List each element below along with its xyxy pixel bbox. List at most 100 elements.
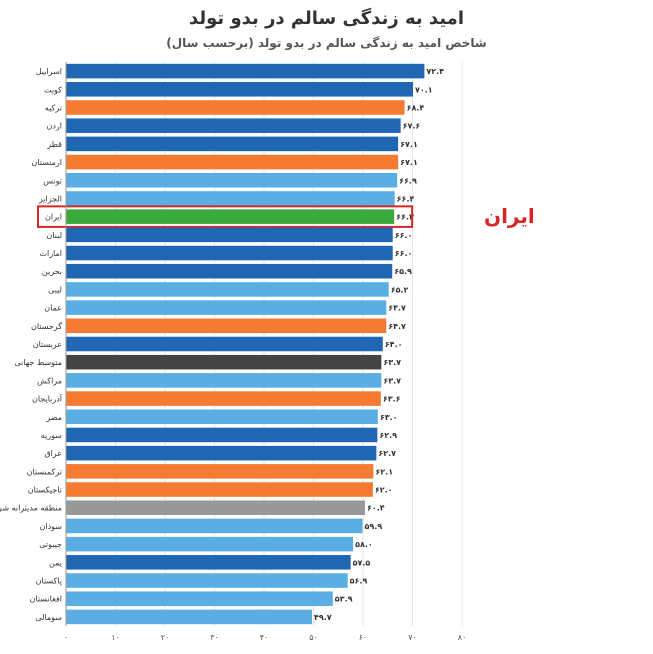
category-label-0: اسراییل bbox=[36, 67, 62, 76]
value-label-20: ۶۲.۹ bbox=[379, 431, 397, 440]
bar-17 bbox=[66, 373, 382, 388]
category-label-30: سومالی bbox=[35, 613, 62, 622]
value-label-17: ۶۳.۷ bbox=[383, 376, 401, 385]
bar-4 bbox=[66, 136, 399, 152]
bar-15 bbox=[66, 336, 383, 352]
value-label-15: ۶۴.۰ bbox=[385, 340, 403, 349]
category-label-2: ترکیه bbox=[45, 103, 62, 112]
bar-24 bbox=[66, 500, 365, 516]
category-label-8: ایران bbox=[45, 213, 62, 222]
value-label-28: ۵۶.۹ bbox=[350, 577, 368, 586]
category-label-22: ترکمنستان bbox=[27, 467, 62, 476]
bar-27 bbox=[66, 555, 351, 570]
value-label-12: ۶۵.۲ bbox=[391, 285, 409, 294]
value-label-4: ۶۷.۱ bbox=[400, 140, 418, 149]
value-label-24: ۶۰.۴ bbox=[367, 504, 385, 513]
bar-9 bbox=[66, 227, 393, 243]
value-label-29: ۵۳.۹ bbox=[335, 595, 353, 604]
x-tick-label-3: ۳۰ bbox=[210, 633, 219, 642]
value-label-18: ۶۳.۶ bbox=[383, 395, 401, 404]
x-tick-label-5: ۵۰ bbox=[309, 633, 318, 642]
bar-25 bbox=[66, 518, 363, 534]
x-tick-label-7: ۷۰ bbox=[408, 633, 417, 642]
category-label-23: تاجیکستان bbox=[28, 486, 62, 495]
iran-callout-label: ایران bbox=[484, 204, 535, 228]
category-label-26: جیبوتی bbox=[39, 540, 62, 549]
x-tick-label-2: ۲۰ bbox=[161, 633, 170, 642]
category-label-1: کویت bbox=[44, 85, 62, 94]
bar-23 bbox=[66, 482, 373, 497]
category-label-4: قطر bbox=[46, 140, 62, 149]
x-tick-label-0: ۰ bbox=[64, 633, 68, 642]
bar-12 bbox=[66, 282, 389, 297]
value-label-8: ۶۶.۳ bbox=[396, 213, 414, 222]
value-label-5: ۶۷.۱ bbox=[400, 158, 418, 167]
highlight-box bbox=[37, 205, 414, 228]
bar-29 bbox=[66, 591, 333, 606]
bar-28 bbox=[66, 573, 348, 588]
category-label-5: ارمنستان bbox=[31, 158, 62, 167]
bar-2 bbox=[66, 100, 405, 115]
x-tick-label-6: ۶۰ bbox=[359, 633, 368, 642]
category-label-24: منطقه مدیترانه شرقی bbox=[0, 504, 62, 513]
category-label-16: متوسط جهانی bbox=[14, 358, 62, 367]
x-tick-label-1: ۱۰ bbox=[111, 633, 120, 642]
value-label-16: ۶۳.۷ bbox=[383, 358, 401, 367]
value-label-23: ۶۲.۰ bbox=[375, 486, 393, 495]
bar-6 bbox=[66, 172, 398, 188]
category-label-3: اردن bbox=[46, 122, 62, 131]
value-label-10: ۶۶.۰ bbox=[395, 249, 413, 258]
value-label-2: ۶۸.۴ bbox=[407, 103, 425, 112]
value-label-27: ۵۷.۵ bbox=[353, 558, 371, 567]
category-label-17: مراکش bbox=[37, 376, 62, 385]
category-label-28: پاکستان bbox=[36, 577, 62, 586]
value-label-19: ۶۳.۰ bbox=[380, 413, 398, 422]
value-label-11: ۶۵.۹ bbox=[394, 267, 412, 276]
category-label-14: گرجستان bbox=[31, 321, 62, 331]
category-label-25: سودان bbox=[40, 522, 63, 531]
bar-21 bbox=[66, 445, 377, 461]
bar-1 bbox=[66, 82, 413, 97]
x-tick-label-4: ۴۰ bbox=[260, 633, 269, 642]
category-label-21: عراق bbox=[44, 449, 62, 458]
value-label-6: ۶۶.۹ bbox=[399, 176, 417, 185]
category-label-10: امارات bbox=[39, 249, 62, 258]
category-label-18: آذربایجان bbox=[32, 394, 63, 404]
category-label-20: سوریه bbox=[41, 431, 63, 440]
category-label-13: عمان bbox=[44, 304, 62, 313]
category-label-12: لیبی bbox=[48, 285, 62, 294]
value-label-21: ۶۲.۷ bbox=[378, 449, 396, 458]
value-label-3: ۶۷.۶ bbox=[403, 122, 421, 131]
bar-16 bbox=[66, 354, 382, 370]
value-label-1: ۷۰.۱ bbox=[415, 85, 433, 94]
bar-14 bbox=[66, 318, 387, 334]
bar-20 bbox=[66, 427, 378, 443]
value-label-7: ۶۶.۴ bbox=[397, 194, 415, 203]
bar-30 bbox=[66, 609, 313, 625]
category-label-9: لبنان bbox=[46, 231, 62, 240]
category-label-19: مصر bbox=[45, 413, 62, 422]
value-label-9: ۶۶.۰ bbox=[395, 231, 413, 240]
bar-19 bbox=[66, 409, 378, 425]
value-label-22: ۶۲.۱ bbox=[375, 467, 393, 476]
chart-subtitle: شاخص امید به زندگی سالم در بدو تولد (برح… bbox=[166, 36, 487, 50]
category-label-6: تونس bbox=[43, 176, 62, 185]
value-label-14: ۶۴.۷ bbox=[388, 322, 406, 331]
bar-13 bbox=[66, 300, 387, 315]
category-label-7: الجزایر bbox=[38, 194, 62, 203]
value-label-26: ۵۸.۰ bbox=[355, 540, 373, 549]
chart-title: امید به زندگی سالم در بدو تولد bbox=[188, 8, 464, 29]
bar-8 bbox=[66, 209, 395, 224]
bar-22 bbox=[66, 464, 374, 479]
bar-0 bbox=[66, 63, 425, 79]
bar-3 bbox=[66, 118, 401, 133]
value-label-13: ۶۴.۷ bbox=[388, 304, 406, 313]
category-label-29: افغانستان bbox=[30, 595, 62, 604]
bar-18 bbox=[66, 391, 381, 406]
bar-10 bbox=[66, 245, 393, 261]
category-label-15: عربستان bbox=[33, 340, 62, 349]
value-label-0: ۷۲.۴ bbox=[426, 67, 444, 76]
bar-7 bbox=[66, 191, 395, 206]
bar-11 bbox=[66, 263, 393, 279]
